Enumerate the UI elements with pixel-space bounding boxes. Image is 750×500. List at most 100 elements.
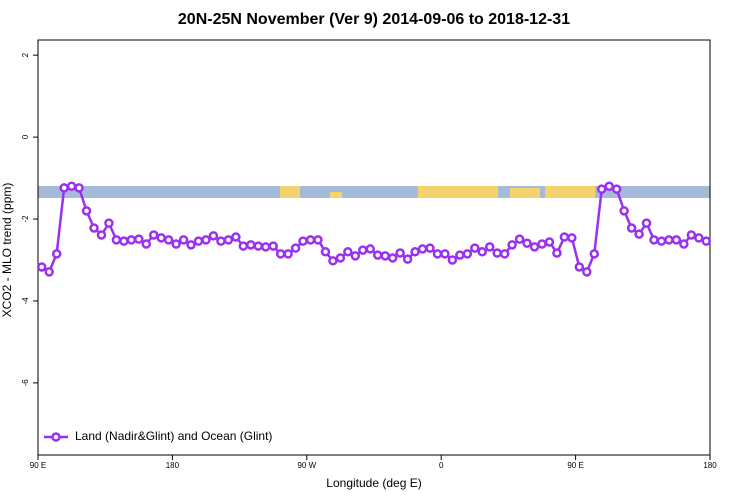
data-point [387, 253, 398, 263]
data-point [119, 236, 129, 246]
data-point [36, 262, 47, 272]
legend-marker [51, 432, 61, 442]
data-point [522, 238, 532, 248]
data-point [343, 247, 353, 257]
data-point [111, 235, 122, 245]
data-point [328, 256, 338, 266]
data-point [216, 236, 226, 246]
y-axis-label: XCO2 - MLO trend (ppm) [0, 183, 14, 318]
data-point [447, 255, 458, 265]
data-point [223, 235, 234, 245]
data-point [275, 249, 286, 259]
data-point [679, 239, 689, 249]
data-point [246, 240, 256, 250]
data-point [499, 249, 510, 259]
data-point [89, 223, 99, 233]
legend-label: Land (Nadir&Glint) and Ocean (Glint) [75, 429, 272, 443]
data-point [656, 236, 667, 246]
data-point [589, 249, 600, 259]
x-tick-label: 180 [703, 461, 717, 470]
data-point [305, 235, 316, 245]
data-point [365, 244, 376, 254]
data-point [507, 240, 517, 250]
data-point [66, 181, 77, 192]
data-point [671, 235, 682, 245]
data-point [604, 181, 614, 192]
data-point [567, 233, 577, 243]
x-tick-label: 90 E [30, 461, 46, 470]
data-point [253, 241, 264, 251]
data-point [156, 233, 166, 243]
x-tick-label: 0 [439, 461, 444, 470]
y-tick-label: -6 [21, 379, 30, 387]
data-point [626, 223, 637, 233]
data-point [96, 230, 107, 240]
x-axis-label: Longitude (deg E) [326, 476, 421, 490]
data-point [470, 243, 480, 253]
data-point [596, 184, 607, 194]
y-tick-label: 0 [21, 134, 30, 139]
data-point [455, 250, 465, 260]
data-point [283, 249, 293, 259]
x-tick-label: 90 E [567, 461, 583, 470]
data-point [358, 245, 368, 255]
data-point [484, 242, 495, 252]
data-point [425, 243, 435, 253]
data-point [529, 242, 540, 252]
data-point [141, 239, 152, 249]
data-point [186, 240, 196, 250]
data-point [193, 236, 204, 246]
data-point [417, 244, 428, 254]
data-point [701, 236, 712, 246]
data-point [290, 243, 301, 253]
series-line [41, 184, 707, 274]
data-point [134, 234, 144, 244]
data-point [335, 253, 346, 263]
data-point [104, 218, 114, 228]
plot-frame [37, 39, 711, 456]
data-point [59, 183, 69, 193]
data-point [552, 248, 562, 258]
data-point [402, 254, 413, 264]
data-point [410, 247, 420, 257]
data-point [619, 206, 629, 216]
data-point [514, 234, 525, 244]
data-point [462, 249, 473, 259]
data-point [201, 235, 211, 245]
data-point [664, 235, 674, 245]
data-point [611, 184, 622, 194]
data-point [313, 235, 323, 245]
data-point [260, 242, 271, 252]
data-point [163, 235, 174, 245]
data-point [238, 241, 249, 251]
data-point [51, 249, 62, 259]
data-point [686, 230, 697, 240]
y-tick-label: 2 [21, 52, 30, 57]
data-point [81, 206, 92, 216]
data-point [477, 247, 488, 257]
data-point [641, 218, 652, 228]
data-point [126, 235, 137, 245]
x-tick-label: 180 [166, 461, 180, 470]
data-point [148, 230, 159, 240]
data-point [649, 235, 659, 245]
data-point [582, 267, 592, 277]
data-point [492, 248, 502, 258]
data-point [74, 183, 84, 193]
data-point [350, 251, 361, 261]
data-point [544, 237, 555, 247]
data-point [432, 249, 443, 259]
data-point [694, 233, 704, 243]
data-point [320, 247, 331, 257]
data-point [208, 231, 219, 241]
map-strip [38, 186, 710, 198]
data-point [298, 236, 308, 246]
data-point [574, 262, 585, 272]
data-point [44, 267, 54, 277]
data-point [178, 235, 189, 245]
y-tick-label: -4 [21, 297, 30, 305]
data-point [231, 232, 241, 242]
data-point [171, 239, 181, 249]
data-point [268, 241, 278, 251]
